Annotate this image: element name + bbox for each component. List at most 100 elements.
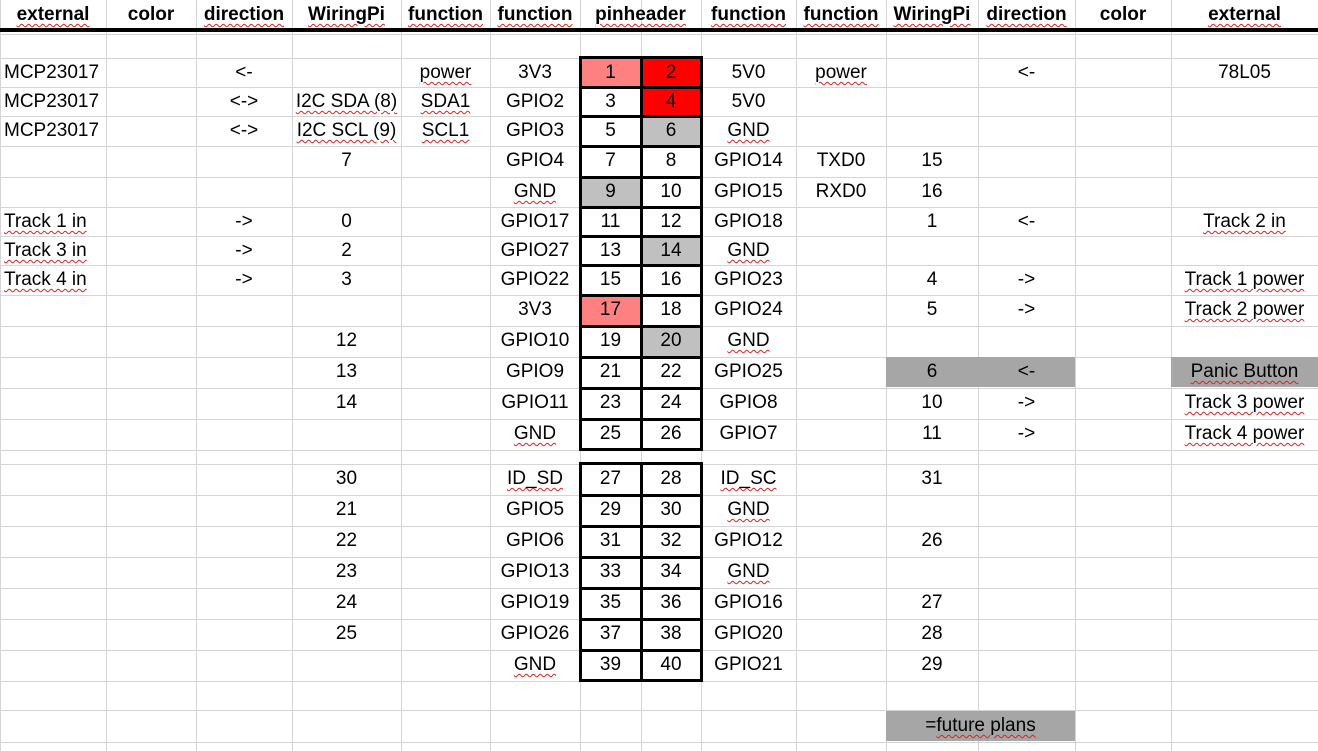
pin-number-cell[interactable]: 17: [580, 295, 641, 325]
table-cell[interactable]: ->: [1017, 392, 1036, 413]
table-cell[interactable]: GND: [490, 419, 580, 449]
table-cell[interactable]: [1075, 58, 1171, 88]
table-cell[interactable]: 10: [921, 392, 943, 413]
table-cell[interactable]: [1075, 146, 1171, 176]
table-cell[interactable]: GND: [701, 236, 796, 266]
table-cell[interactable]: ->: [1017, 299, 1036, 320]
table-cell[interactable]: ->: [235, 211, 253, 232]
table-cell[interactable]: GND: [701, 495, 796, 525]
table-cell[interactable]: [796, 326, 886, 356]
table-cell[interactable]: [796, 388, 886, 418]
table-cell[interactable]: [106, 388, 196, 418]
table-cell[interactable]: [1075, 295, 1171, 325]
header-cell[interactable]: external: [0, 0, 106, 30]
table-cell[interactable]: GPIO14: [714, 150, 783, 171]
table-cell[interactable]: [886, 557, 978, 587]
table-cell[interactable]: GPIO6: [505, 530, 565, 551]
table-cell[interactable]: [978, 146, 1075, 176]
table-cell[interactable]: GND: [490, 650, 580, 680]
pin-number-cell[interactable]: 28: [660, 468, 682, 489]
table-cell[interactable]: [401, 388, 490, 418]
table-cell[interactable]: [978, 588, 1075, 618]
table-cell[interactable]: [796, 116, 886, 146]
table-cell[interactable]: [978, 236, 1075, 266]
pin-number-cell[interactable]: 21: [599, 361, 622, 382]
table-cell[interactable]: [0, 557, 106, 587]
table-cell[interactable]: [292, 58, 401, 88]
table-cell[interactable]: MCP23017: [4, 120, 100, 141]
table-cell[interactable]: [978, 326, 1075, 356]
table-cell[interactable]: [796, 419, 886, 449]
table-cell[interactable]: [0, 357, 106, 387]
table-cell[interactable]: 13: [335, 361, 358, 382]
table-cell[interactable]: SDA1: [401, 87, 490, 117]
table-cell[interactable]: [401, 619, 490, 649]
table-cell[interactable]: 23: [335, 561, 358, 582]
table-cell[interactable]: [106, 177, 196, 207]
table-cell[interactable]: [196, 464, 292, 494]
table-cell[interactable]: [886, 58, 978, 88]
table-cell[interactable]: GPIO17: [500, 211, 570, 232]
table-cell[interactable]: [292, 295, 401, 325]
table-cell[interactable]: [1075, 588, 1171, 618]
table-cell[interactable]: [796, 650, 886, 680]
table-cell[interactable]: 24: [335, 592, 358, 613]
table-cell[interactable]: GPIO18: [714, 211, 783, 232]
table-cell[interactable]: [106, 557, 196, 587]
pin-number-cell[interactable]: 13: [599, 240, 622, 261]
table-cell[interactable]: <-: [1017, 62, 1036, 83]
table-cell[interactable]: [978, 557, 1075, 587]
table-cell[interactable]: GPIO20: [714, 623, 783, 644]
table-cell[interactable]: [106, 146, 196, 176]
pin-number-cell[interactable]: 5: [605, 120, 616, 141]
table-cell[interactable]: [196, 146, 292, 176]
header-cell[interactable]: direction: [196, 0, 292, 30]
table-cell[interactable]: Track 3 in: [0, 236, 106, 266]
table-cell[interactable]: 29: [921, 654, 943, 675]
table-cell[interactable]: ->: [1017, 423, 1036, 444]
table-cell[interactable]: [106, 326, 196, 356]
table-cell[interactable]: [1171, 650, 1318, 680]
pin-number-cell[interactable]: 14: [641, 236, 701, 266]
table-cell[interactable]: [106, 495, 196, 525]
header-cell[interactable]: direction: [978, 0, 1075, 30]
table-cell[interactable]: <-: [1017, 211, 1036, 232]
table-cell[interactable]: [401, 146, 490, 176]
header-cell[interactable]: color: [127, 4, 175, 25]
pin-number-cell[interactable]: 40: [660, 654, 682, 675]
table-cell[interactable]: [401, 650, 490, 680]
table-cell[interactable]: [0, 495, 106, 525]
table-cell[interactable]: [106, 650, 196, 680]
table-cell[interactable]: [292, 419, 401, 449]
pin-number-cell[interactable]: 16: [660, 269, 682, 290]
table-cell[interactable]: [886, 326, 978, 356]
table-cell[interactable]: [886, 116, 978, 146]
header-cell[interactable]: WiringPi: [886, 0, 978, 30]
table-cell[interactable]: [401, 526, 490, 556]
table-cell[interactable]: [106, 207, 196, 237]
table-cell[interactable]: [196, 326, 292, 356]
table-cell[interactable]: [401, 357, 490, 387]
table-cell[interactable]: GPIO26: [500, 623, 570, 644]
table-cell[interactable]: [1075, 388, 1171, 418]
table-cell[interactable]: [106, 116, 196, 146]
table-cell[interactable]: [106, 526, 196, 556]
table-cell[interactable]: [1075, 650, 1171, 680]
table-cell[interactable]: 3V3: [518, 62, 552, 83]
table-cell[interactable]: [796, 295, 886, 325]
table-cell[interactable]: [196, 588, 292, 618]
table-cell[interactable]: [978, 650, 1075, 680]
table-cell[interactable]: RXD0: [815, 181, 867, 202]
table-cell[interactable]: [796, 619, 886, 649]
table-cell[interactable]: [196, 388, 292, 418]
table-cell[interactable]: GPIO12: [714, 530, 783, 551]
table-cell[interactable]: [1075, 619, 1171, 649]
table-cell[interactable]: [0, 619, 106, 649]
pin-number-cell[interactable]: 18: [660, 299, 682, 320]
table-cell[interactable]: [1075, 419, 1171, 449]
table-cell[interactable]: [1075, 87, 1171, 117]
table-cell[interactable]: [106, 357, 196, 387]
table-cell[interactable]: [978, 87, 1075, 117]
pin-number-cell[interactable]: 23: [599, 392, 622, 413]
header-cell[interactable]: external: [1171, 0, 1318, 30]
